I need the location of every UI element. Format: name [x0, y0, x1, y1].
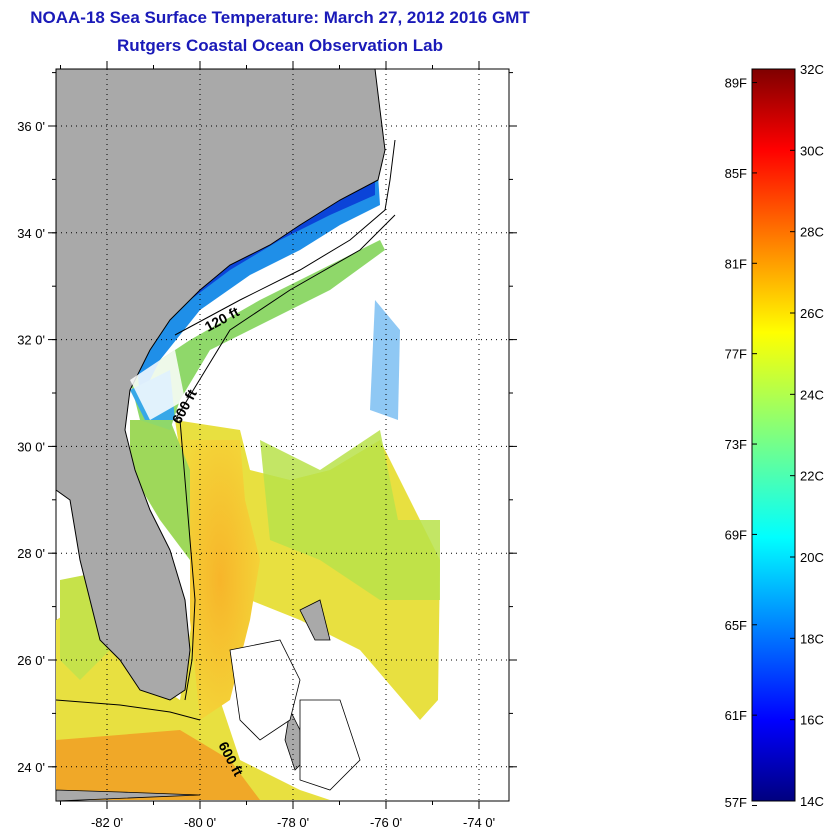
colorbar-celsius-label: 30C: [800, 143, 824, 158]
map-title: NOAA-18 Sea Surface Temperature: March 2…: [30, 8, 530, 27]
lat-label: 32 0': [17, 333, 45, 348]
lat-label: 28 0': [17, 546, 45, 561]
map-ticks: 36 0' 34 0' 32 0' 30 0' 28 0' 26 0' 24 0' -82 0…: [17, 61, 517, 830]
lon-label: -82 0': [91, 815, 123, 830]
bank-great-bahama: [229, 639, 301, 741]
lat-label: 24 0': [17, 760, 45, 775]
colorbar-gradient: [751, 68, 796, 802]
sst-cold-shelf: [135, 175, 380, 400]
contour-120ft: [174, 139, 396, 336]
land-mainland: [56, 69, 386, 701]
bank-south: [299, 699, 361, 791]
colorbar-fahrenheit-label: 77F: [725, 347, 747, 362]
colorbar-fahrenheit-label: 81F: [725, 256, 747, 271]
map-panel: 36 0' 34 0' 32 0' 30 0' 28 0' 26 0' 24 0' -82 0…: [17, 61, 517, 830]
colorbar-fahrenheit-label: 61F: [725, 708, 747, 723]
colorbar-celsius-label: 24C: [800, 387, 824, 402]
lon-label: -76 0': [370, 815, 402, 830]
map-grid: [56, 69, 509, 801]
contour-keys: [56, 699, 201, 721]
colorbar-labels: 32C 30C 28C 26C 24C 22C 20C 18C 16C 14C 89F 85F 81F 7…: [725, 62, 824, 810]
sst-green-east: [260, 430, 440, 600]
colorbar: 32C 30C 28C 26C 24C 22C 20C 18C 16C 14C 89F 85F 81F 7…: [725, 62, 824, 810]
sst-patch: [370, 300, 400, 420]
colorbar-celsius-label: 14C: [800, 794, 824, 809]
colorbar-fahrenheit-label: 57F: [725, 795, 747, 810]
lat-label: 30 0': [17, 439, 45, 454]
contour-600ft-florida: [179, 419, 196, 701]
sst-field: [56, 69, 440, 801]
lat-label: 34 0': [17, 226, 45, 241]
lon-label: -78 0': [277, 815, 309, 830]
colorbar-celsius-label: 18C: [800, 631, 824, 646]
sst-mid-shelf: [130, 240, 385, 430]
colorbar-celsius-label: 16C: [800, 713, 824, 728]
colorbar-fahrenheit-label: 85F: [725, 166, 747, 181]
lon-label: -80 0': [184, 815, 216, 830]
land-bahamas-abaco: [299, 599, 331, 641]
contour-600ft-carolina: [174, 214, 396, 421]
sst-warm-south: [56, 730, 260, 800]
colorbar-fahrenheit-label: 73F: [725, 437, 747, 452]
colorbar-fahrenheit-label: 69F: [725, 527, 747, 542]
lon-label: -74 0': [463, 815, 495, 830]
colorbar-fahrenheit-label: 65F: [725, 618, 747, 633]
lat-label: 26 0': [17, 653, 45, 668]
map-subtitle: Rutgers Coastal Ocean Observation Lab: [117, 36, 443, 55]
colorbar-fahrenheit-label: 89F: [725, 76, 747, 91]
sst-shelf-green: [130, 420, 190, 560]
colorbar-celsius-label: 28C: [800, 225, 824, 240]
lat-label: 36 0': [17, 119, 45, 134]
cloud-mask: [130, 350, 185, 420]
colorbar-celsius-label: 26C: [800, 306, 824, 321]
colorbar-celsius-label: 32C: [800, 62, 824, 77]
colorbar-celsius-label: 22C: [800, 469, 824, 484]
colorbar-celsius-label: 20C: [800, 550, 824, 565]
